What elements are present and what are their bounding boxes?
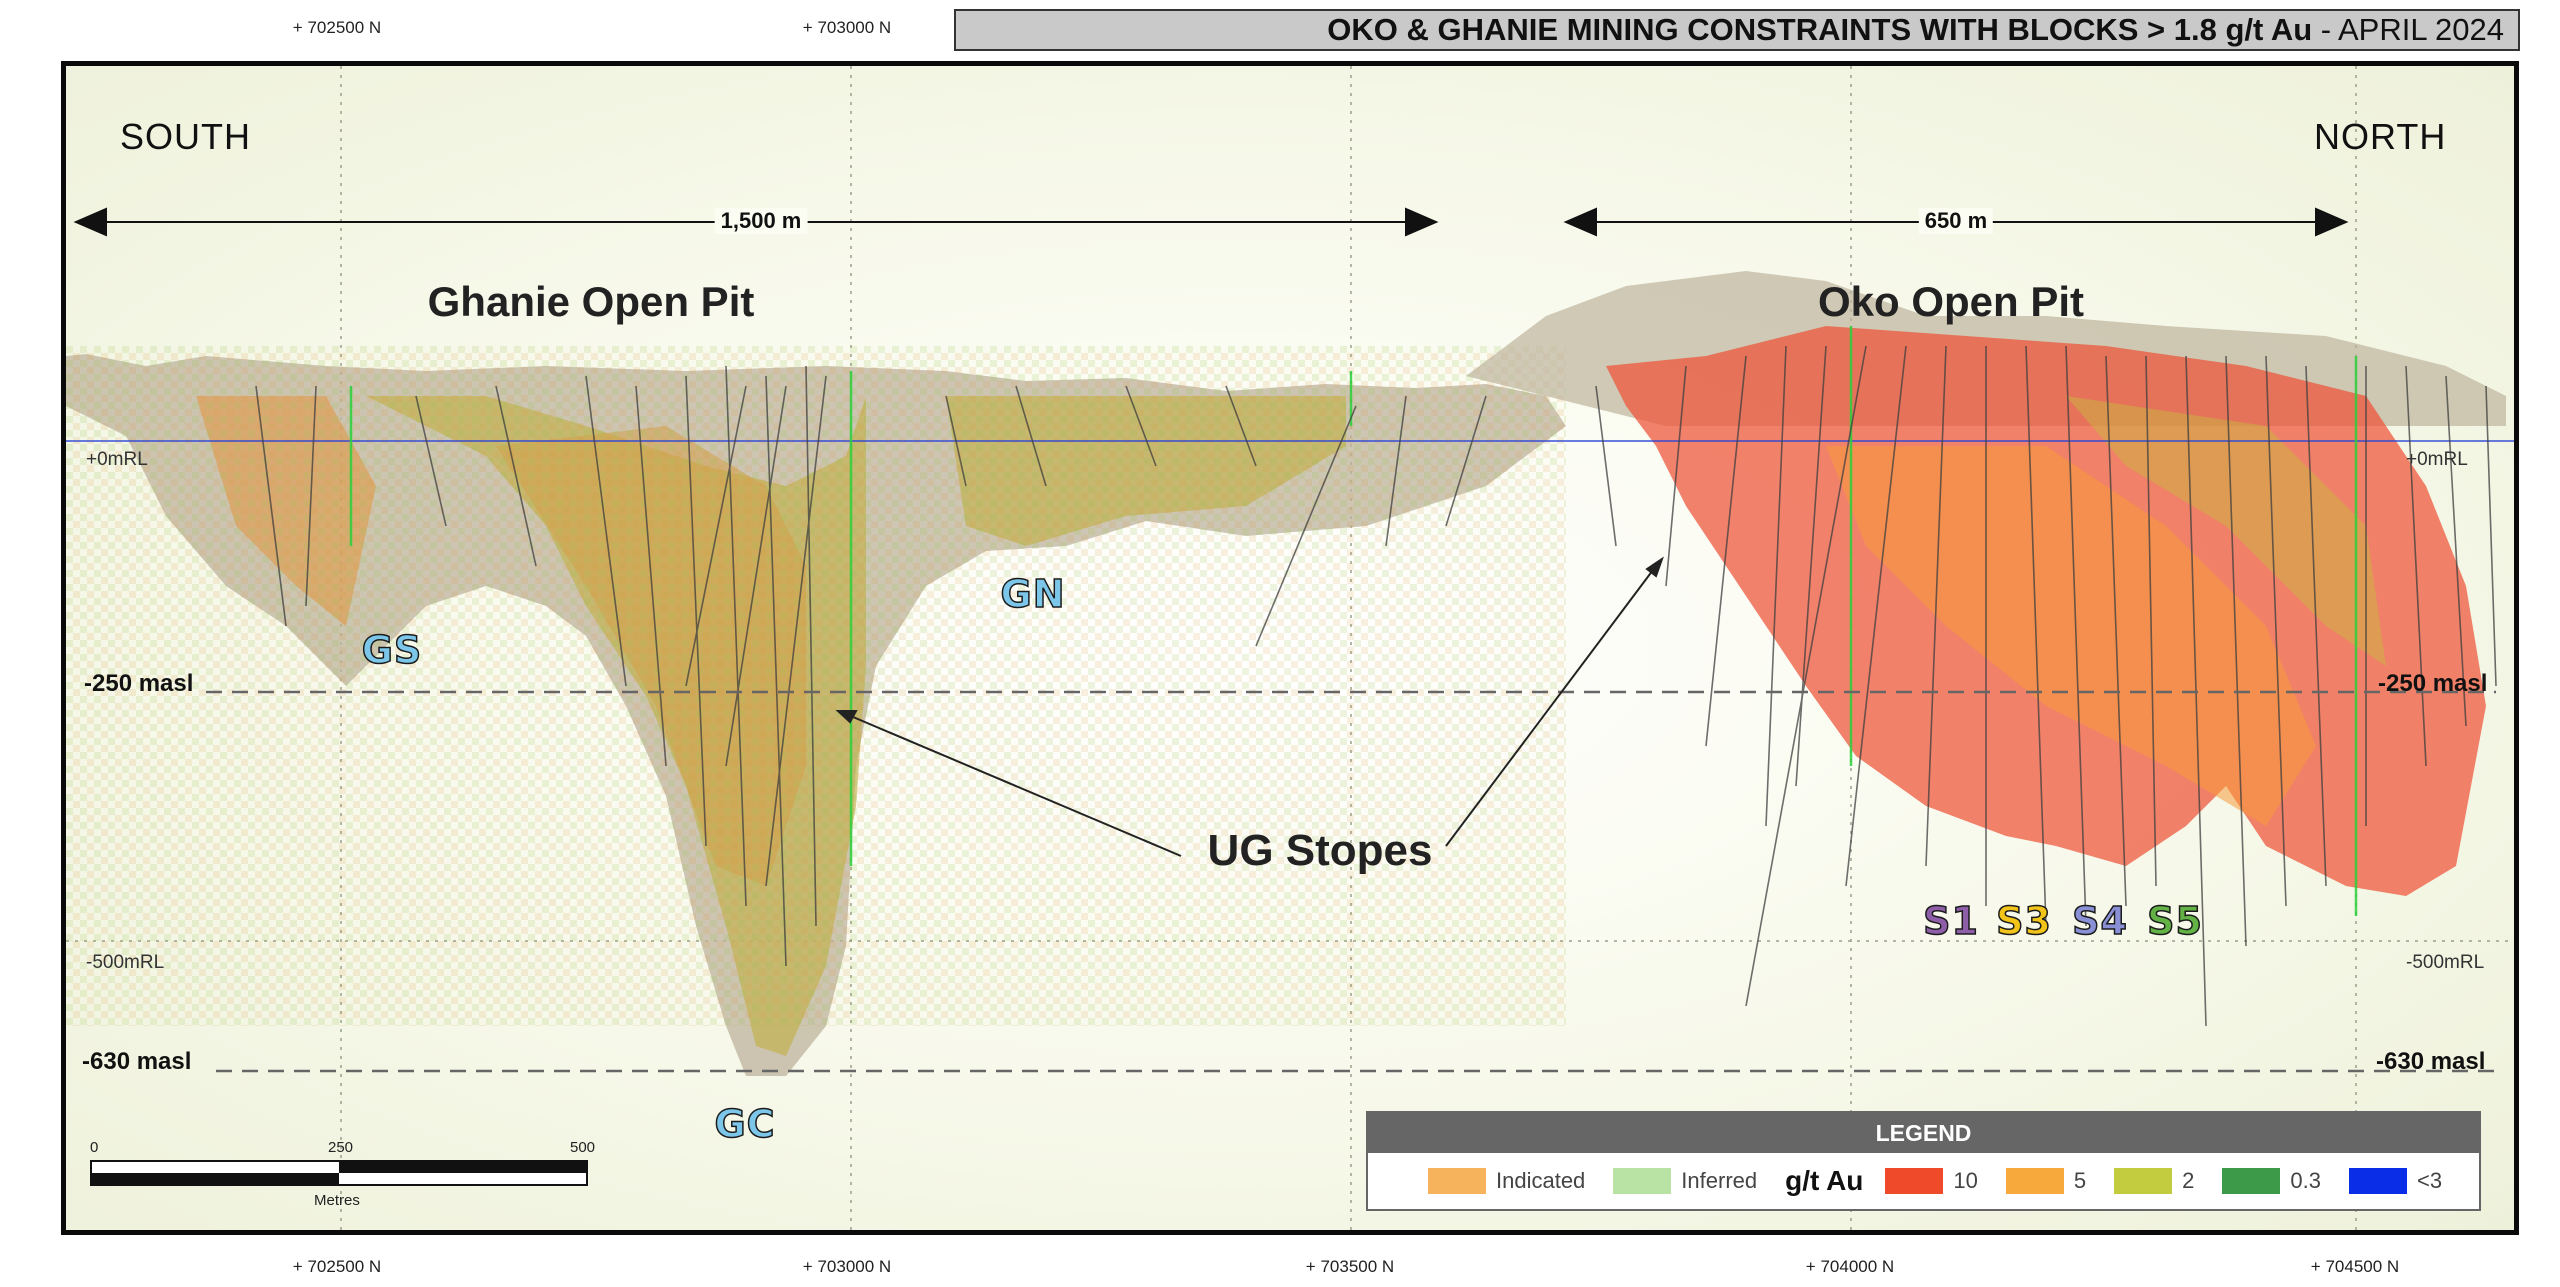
legend-indicated: Indicated bbox=[1428, 1168, 1585, 1194]
legend-inferred: Inferred bbox=[1613, 1168, 1757, 1194]
northing-bottom-4: + 704000 N bbox=[1805, 1257, 1895, 1276]
zone-s1: S1 bbox=[1922, 898, 1979, 944]
northing-bottom-1: + 702500 N bbox=[292, 1257, 382, 1276]
inferred-label: Inferred bbox=[1681, 1168, 1758, 1193]
grade-10-swatch bbox=[1885, 1168, 1944, 1194]
zero-rl-right: +0mRL bbox=[2406, 449, 2468, 470]
callout-lines bbox=[835, 556, 1664, 857]
northing-top-2: + 703000 N bbox=[802, 18, 892, 37]
oko-pit-label: Oko Open Pit bbox=[1817, 278, 2085, 325]
northing-bottom-3: + 703500 N bbox=[1305, 1257, 1395, 1276]
scale-tick-0: 0 bbox=[90, 1139, 99, 1156]
north-label: NORTH bbox=[2314, 116, 2447, 157]
oko-distance: 650 m bbox=[1918, 208, 1994, 234]
masl-630-left: -630 masl bbox=[82, 1048, 192, 1075]
grade-5-label: 5 bbox=[2073, 1168, 2087, 1193]
section-drawing bbox=[66, 66, 2514, 1230]
scale-tick-250: 250 bbox=[328, 1139, 354, 1156]
legend-grade-lt3: <3 bbox=[2348, 1168, 2443, 1194]
legend-grade-label: g/t Au bbox=[1785, 1165, 1864, 1196]
zone-s3: S3 bbox=[1995, 898, 2052, 944]
grade-lt3-label: <3 bbox=[2416, 1168, 2443, 1193]
m500-rl-right: -500mRL bbox=[2406, 952, 2485, 973]
indicated-swatch bbox=[1428, 1168, 1486, 1194]
legend-title: LEGEND bbox=[1368, 1113, 2479, 1153]
zone-gc: GC bbox=[714, 1101, 776, 1147]
zone-gn: GN bbox=[1000, 571, 1066, 617]
ghanie-distance: 1,500 m bbox=[714, 208, 808, 234]
inferred-swatch bbox=[1613, 1168, 1672, 1194]
grade-5-swatch bbox=[2005, 1168, 2064, 1194]
masl-630-right: -630 masl bbox=[2376, 1048, 2486, 1075]
northing-top-1: + 702500 N bbox=[292, 18, 382, 37]
section-view: SOUTH NORTH 1,500 m 650 m Ghanie Open Pi… bbox=[61, 61, 2519, 1235]
zone-s4: S4 bbox=[2071, 898, 2128, 944]
zone-s5: S5 bbox=[2146, 898, 2203, 944]
legend-grade-2: 2 bbox=[2114, 1168, 2194, 1194]
scale-bar bbox=[90, 1160, 588, 1186]
grade-03-swatch bbox=[2222, 1168, 2281, 1194]
grade-2-swatch bbox=[2114, 1168, 2173, 1194]
title-date: - APRIL 2024 bbox=[2312, 12, 2504, 47]
scale-tick-500: 500 bbox=[570, 1139, 596, 1156]
legend-row: Indicated Inferred g/t Au 10 5 2 0.3 bbox=[1368, 1153, 2479, 1209]
grade-10-label: 10 bbox=[1953, 1168, 1978, 1193]
zone-gs: GS bbox=[361, 627, 423, 673]
south-label: SOUTH bbox=[120, 116, 251, 157]
indicated-label: Indicated bbox=[1496, 1168, 1586, 1193]
zero-rl-left: +0mRL bbox=[86, 449, 148, 470]
m500-rl-left: -500mRL bbox=[86, 952, 165, 973]
grade-2-label: 2 bbox=[2182, 1168, 2195, 1193]
northing-bottom-2: + 703000 N bbox=[802, 1257, 892, 1276]
legend-grade-10: 10 bbox=[1885, 1168, 1978, 1194]
title-main: OKO & GHANIE MINING CONSTRAINTS WITH BLO… bbox=[1327, 12, 2313, 47]
grade-lt3-swatch bbox=[2348, 1168, 2407, 1194]
title-banner: OKO & GHANIE MINING CONSTRAINTS WITH BLO… bbox=[954, 9, 2520, 51]
northing-bottom-5: + 704500 N bbox=[2310, 1257, 2400, 1276]
distance-arrows bbox=[73, 207, 2349, 237]
masl-250-left: -250 masl bbox=[84, 670, 194, 697]
legend-grade-5: 5 bbox=[2005, 1168, 2087, 1194]
masl-250-right: -250 masl bbox=[2378, 670, 2488, 697]
legend: LEGEND Indicated Inferred g/t Au 10 5 2 bbox=[1366, 1111, 2481, 1211]
scale-unit: Metres bbox=[314, 1192, 360, 1209]
ug-stopes-label: UG Stopes bbox=[1207, 826, 1433, 875]
grade-03-label: 0.3 bbox=[2290, 1168, 2321, 1193]
ghanie-pit-label: Ghanie Open Pit bbox=[427, 278, 755, 325]
legend-grade-03: 0.3 bbox=[2222, 1168, 2321, 1194]
